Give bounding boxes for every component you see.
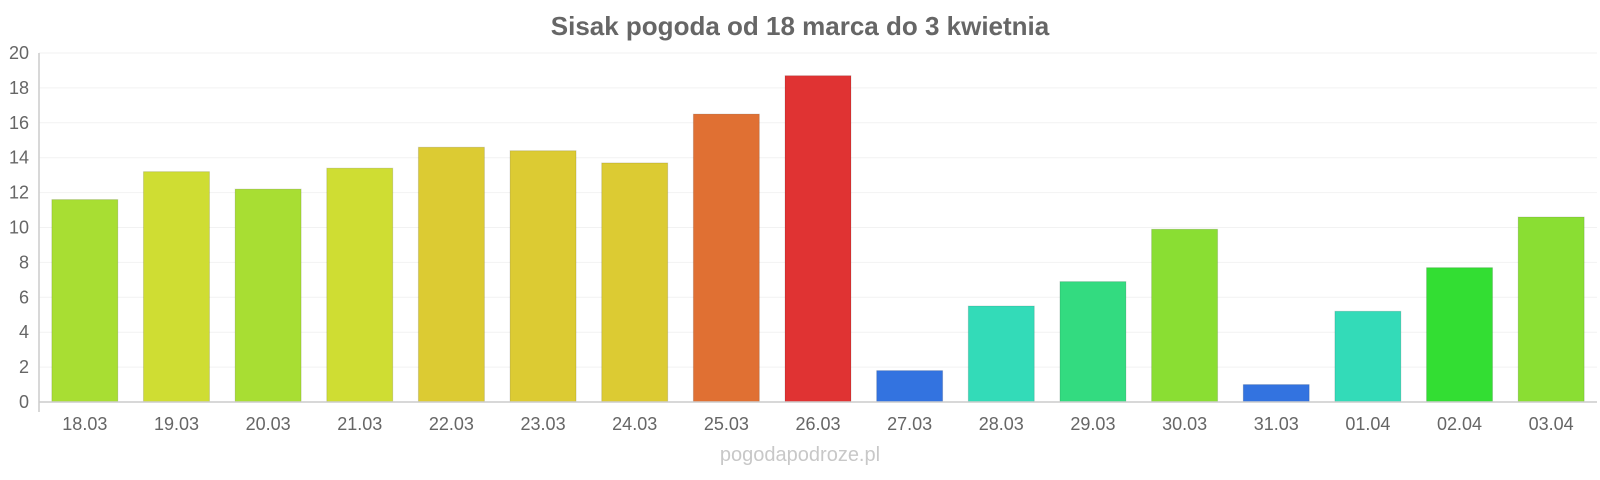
bar-27.03 bbox=[876, 370, 944, 403]
bar-03.04 bbox=[1517, 216, 1585, 403]
y-tick-label: 2 bbox=[19, 357, 29, 377]
x-axis-ticks: 18.03 19.03 20.03 21.03 22.03 23.03 24.03 25.03… bbox=[62, 414, 1573, 434]
bar-19.03 bbox=[142, 171, 210, 403]
watermark-text: pogodapodroze.pl bbox=[720, 444, 880, 466]
y-tick-label: 20 bbox=[9, 43, 29, 63]
y-tick-label: 0 bbox=[19, 392, 29, 412]
x-tick-label: 21.03 bbox=[337, 414, 382, 434]
x-tick-label: 01.04 bbox=[1345, 414, 1390, 434]
y-tick-label: 16 bbox=[9, 113, 29, 133]
x-tick-label: 03.04 bbox=[1529, 414, 1574, 434]
bar-22.03 bbox=[417, 146, 485, 403]
x-tick-label: 31.03 bbox=[1254, 414, 1299, 434]
y-tick-label: 8 bbox=[19, 252, 29, 272]
bar-01.04 bbox=[1334, 310, 1402, 403]
x-tick-label: 20.03 bbox=[246, 414, 291, 434]
x-tick-label: 18.03 bbox=[62, 414, 107, 434]
x-tick-label: 28.03 bbox=[979, 414, 1024, 434]
bar-24.03 bbox=[601, 162, 669, 403]
bar-31.03 bbox=[1242, 384, 1310, 403]
x-tick-label: 19.03 bbox=[154, 414, 199, 434]
axes bbox=[38, 53, 1597, 412]
x-tick-label: 22.03 bbox=[429, 414, 474, 434]
bar-26.03 bbox=[784, 75, 852, 403]
bar-21.03 bbox=[326, 167, 394, 403]
y-tick-label: 10 bbox=[9, 218, 29, 238]
chart-title: Sisak pogoda od 18 marca do 3 kwietnia bbox=[551, 11, 1050, 41]
y-axis-ticks: 0 2 4 6 8 10 12 14 16 18 20 bbox=[9, 43, 29, 412]
bar-28.03 bbox=[967, 305, 1035, 403]
bar-25.03 bbox=[692, 113, 760, 403]
bar-29.03 bbox=[1059, 281, 1127, 403]
bar-18.03 bbox=[51, 199, 119, 403]
bar-20.03 bbox=[234, 188, 302, 403]
bar-02.04 bbox=[1426, 267, 1494, 403]
x-tick-label: 23.03 bbox=[521, 414, 566, 434]
y-tick-label: 18 bbox=[9, 78, 29, 98]
y-tick-label: 4 bbox=[19, 322, 29, 342]
x-tick-label: 02.04 bbox=[1437, 414, 1482, 434]
bar-23.03 bbox=[509, 150, 577, 403]
x-tick-label: 26.03 bbox=[795, 414, 840, 434]
y-tick-label: 14 bbox=[9, 148, 29, 168]
x-tick-label: 27.03 bbox=[887, 414, 932, 434]
x-tick-label: 24.03 bbox=[612, 414, 657, 434]
bar-30.03 bbox=[1151, 228, 1219, 403]
y-tick-label: 12 bbox=[9, 183, 29, 203]
bars bbox=[51, 75, 1585, 403]
y-tick-label: 6 bbox=[19, 287, 29, 307]
x-tick-label: 29.03 bbox=[1070, 414, 1115, 434]
x-tick-label: 30.03 bbox=[1162, 414, 1207, 434]
x-tick-label: 25.03 bbox=[704, 414, 749, 434]
